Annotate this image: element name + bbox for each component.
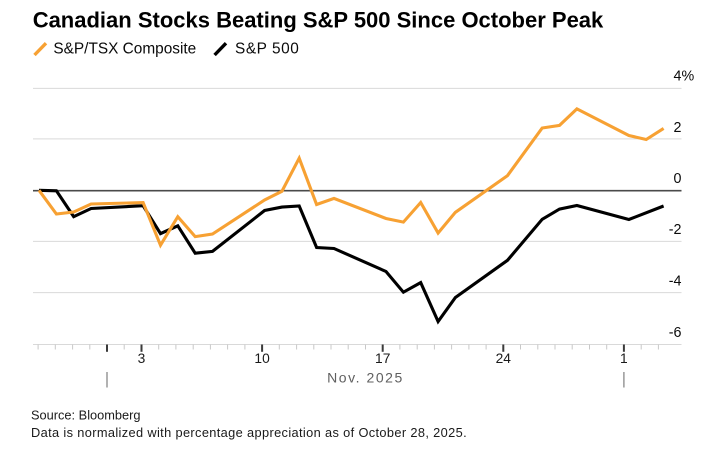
svg-text:Data is normalized with percen: Data is normalized with percentage appre… [31, 425, 467, 440]
svg-text:10: 10 [254, 351, 270, 366]
svg-text:-6: -6 [669, 325, 682, 341]
svg-text:Source: Bloomberg: Source: Bloomberg [31, 407, 141, 422]
svg-text:3: 3 [138, 351, 146, 366]
svg-text:17: 17 [375, 351, 390, 366]
svg-text:Nov. 2025: Nov. 2025 [327, 370, 404, 386]
svg-text:24: 24 [496, 351, 512, 366]
svg-text:S&P/TSX Composite: S&P/TSX Composite [53, 40, 196, 57]
svg-text:0: 0 [674, 171, 682, 187]
svg-text:-4: -4 [669, 274, 682, 290]
svg-text:Canadian Stocks Beating S&P 50: Canadian Stocks Beating S&P 500 Since Oc… [33, 8, 604, 33]
svg-text:-2: -2 [669, 222, 682, 238]
svg-text:2: 2 [674, 120, 682, 136]
svg-text:1: 1 [620, 351, 628, 366]
svg-text:S&P 500: S&P 500 [235, 40, 299, 57]
svg-text:4%: 4% [674, 69, 695, 85]
